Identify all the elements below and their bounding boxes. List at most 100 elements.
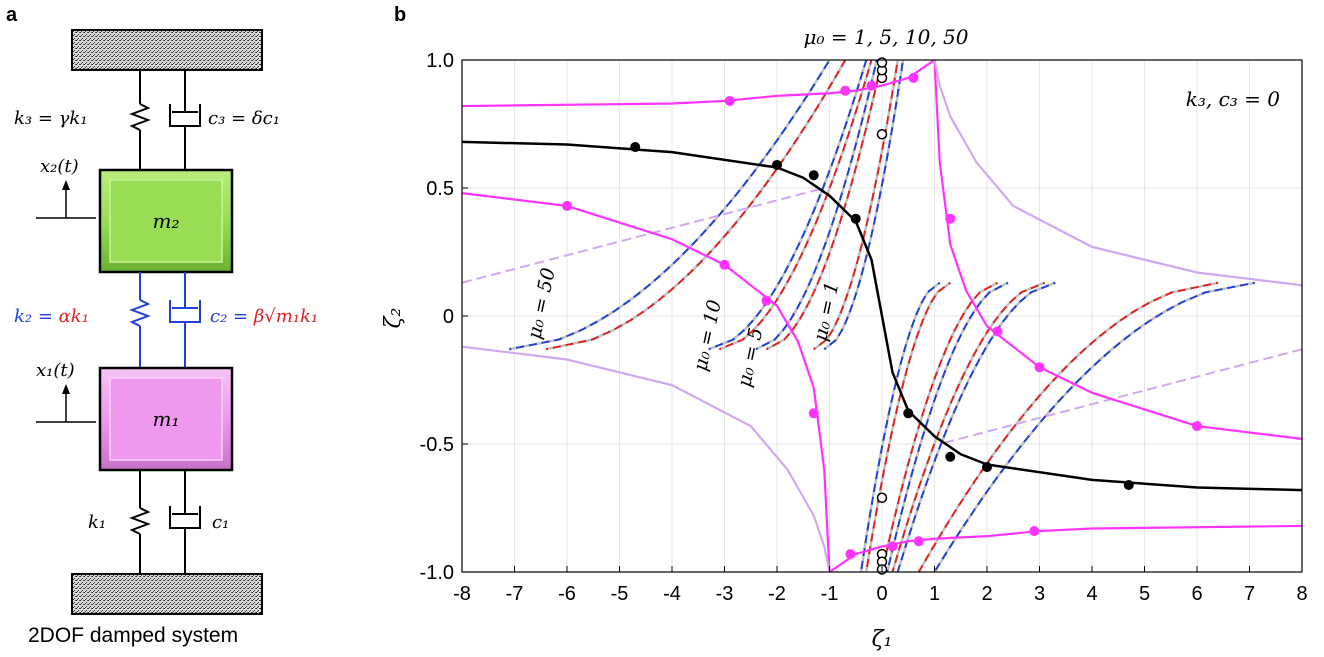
y-tick-label: -0.5: [420, 434, 454, 456]
x2-label: x₂(t): [40, 156, 79, 177]
x-tick-label: 7: [1244, 583, 1255, 605]
x-tick-label: 3: [1034, 583, 1045, 605]
parametric-curves: [461, 59, 1303, 573]
y-axis-label: ζ₂: [381, 308, 406, 329]
y-tick-label: -1.0: [420, 562, 454, 584]
series-line-magenta-solid: [461, 59, 936, 108]
mu-curve-upper: [813, 59, 899, 351]
series-line-lavender-solid: [461, 345, 831, 573]
plot-axes: -8 -7 -6 -5 -4 -3 -2 -1 0 1 2 3 4 5 6 7 8 -1.0 -0.5 0 0.5 1.0…: [381, 50, 1308, 652]
mu-curve-shadow: [813, 59, 899, 351]
series-line-magenta-solid: [933, 59, 1303, 440]
series-line-magenta-solid: [461, 192, 831, 573]
series-line-magenta-solid: [828, 524, 1303, 573]
two-dof-diagram: m₂ m₁ x₂(t) x₁(t) k₃ = γk₁ c₃ = δc₁ k₂ =…: [14, 29, 318, 615]
marker-black: [850, 213, 861, 224]
mu-curve-upper: [509, 59, 831, 351]
marker-magenta: [866, 80, 877, 91]
marker-black: [903, 408, 914, 419]
curve-label-mu50: μ₀ = 50: [523, 266, 560, 341]
annotation-k3-c3: k₃, c₃ = 0: [1186, 87, 1281, 111]
mu-curve-upper: [823, 59, 904, 351]
panel-b-letter: b: [394, 4, 407, 26]
mass-2: [98, 168, 234, 274]
k1-spring: [129, 470, 151, 574]
marker-black: [772, 159, 782, 170]
c1-damper: [169, 470, 201, 574]
x1-label: x₁(t): [36, 360, 75, 381]
x-tick-label: 1: [929, 583, 940, 605]
mu-curve-lower: [881, 281, 998, 573]
c1-label: c₁: [212, 512, 229, 533]
x-tick-label: 5: [1139, 583, 1150, 605]
top-ground: [71, 29, 263, 71]
panel-a-letter: a: [6, 4, 18, 26]
x-tick-label: -7: [506, 583, 524, 605]
marker-magenta: [845, 549, 856, 560]
marker-magenta: [945, 213, 956, 224]
x-tick-label: -3: [716, 583, 734, 605]
c3-label: c₃ = δc₁: [208, 108, 280, 129]
mu-curve-upper: [755, 59, 878, 351]
y-tick-label: 0: [443, 306, 454, 328]
x1-arrow: [36, 384, 96, 423]
mu-curve-shadow: [891, 281, 1046, 573]
marker-open: [876, 128, 888, 140]
y-tick-label: 1.0: [426, 50, 454, 72]
x-tick-label: -6: [558, 583, 576, 605]
marker-black: [945, 451, 956, 462]
marker-magenta: [1034, 362, 1045, 373]
mu-curve-lower: [860, 281, 941, 573]
k3-spring: [129, 70, 151, 170]
diagram-caption: 2DOF damped system: [28, 624, 239, 647]
c2-damper: [169, 272, 201, 368]
lavender-dashed-line: [939, 348, 1303, 445]
marker-magenta: [719, 259, 730, 270]
marker-magenta: [808, 408, 819, 419]
x-tick-label: 0: [876, 583, 887, 605]
series-line-lavender-solid: [933, 59, 1303, 287]
series-markers: [562, 57, 1202, 575]
marker-magenta: [840, 85, 851, 96]
marker-magenta: [887, 541, 898, 552]
c2-label-rhs: β√m₁k₁: [253, 306, 318, 327]
c2-label-lhs: c₂ =: [210, 306, 254, 327]
mass-1-label: m₁: [153, 407, 180, 431]
c2-label: c₂ = β√m₁k₁: [210, 306, 318, 327]
mu-curve-shadow: [545, 59, 847, 351]
mass-2-label: m₂: [153, 209, 180, 233]
marker-black: [808, 170, 819, 181]
marker-open: [876, 492, 888, 504]
k2-spring: [129, 272, 151, 368]
mass-1: [98, 366, 234, 472]
mu-curve-upper: [718, 59, 873, 351]
x-tick-label: -2: [768, 583, 786, 605]
c3-damper: [169, 70, 201, 170]
k2-label-rhs: αk₁: [59, 306, 89, 327]
x-tick-label: 8: [1296, 583, 1307, 605]
marker-black: [1123, 479, 1134, 490]
k3-label: k₃ = γk₁: [14, 108, 88, 129]
marker-magenta: [724, 95, 735, 106]
mu-curve-lower: [933, 281, 1255, 573]
x-axis-label: ζ₁: [872, 627, 893, 652]
marker-black: [630, 142, 641, 153]
bottom-ground: [71, 573, 263, 615]
x-tick-label: -4: [663, 583, 681, 605]
lavender-dashed-line: [461, 187, 825, 284]
marker-magenta: [761, 295, 772, 306]
marker-magenta: [992, 326, 1003, 337]
mu-curve-lower: [865, 281, 951, 573]
mu-curve-upper: [545, 59, 847, 351]
x-tick-label: -1: [821, 583, 839, 605]
mu-curve-lower: [886, 281, 1009, 573]
mu-curve-shadow: [917, 281, 1219, 573]
x2-arrow: [36, 180, 96, 219]
mu-curve-shadow: [865, 281, 951, 573]
series-lines: [461, 59, 1303, 573]
x-tick-label: -5: [611, 583, 629, 605]
x-tick-label: 6: [1191, 583, 1202, 605]
marker-magenta: [908, 72, 919, 83]
x-tick-label: 2: [981, 583, 992, 605]
